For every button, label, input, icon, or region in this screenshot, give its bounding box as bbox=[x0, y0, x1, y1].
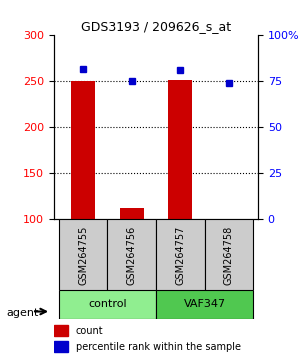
Bar bbox=[54, 341, 68, 353]
Bar bbox=[120, 207, 144, 219]
Text: VAF347: VAF347 bbox=[184, 299, 226, 309]
Title: GDS3193 / 209626_s_at: GDS3193 / 209626_s_at bbox=[81, 20, 231, 33]
Text: count: count bbox=[76, 326, 103, 336]
Bar bbox=[168, 80, 192, 219]
Bar bbox=[71, 81, 95, 219]
Text: GSM264756: GSM264756 bbox=[127, 225, 137, 285]
Text: GSM264757: GSM264757 bbox=[175, 225, 185, 285]
FancyBboxPatch shape bbox=[156, 219, 205, 290]
FancyBboxPatch shape bbox=[107, 219, 156, 290]
FancyBboxPatch shape bbox=[59, 290, 156, 319]
Bar bbox=[217, 218, 241, 219]
Text: GSM264755: GSM264755 bbox=[78, 225, 88, 285]
FancyBboxPatch shape bbox=[205, 219, 253, 290]
FancyBboxPatch shape bbox=[59, 219, 107, 290]
Text: percentile rank within the sample: percentile rank within the sample bbox=[76, 342, 241, 352]
Text: GSM264758: GSM264758 bbox=[224, 225, 234, 285]
Bar bbox=[54, 325, 68, 336]
Text: agent: agent bbox=[6, 308, 38, 318]
Text: control: control bbox=[88, 299, 127, 309]
FancyBboxPatch shape bbox=[156, 290, 253, 319]
